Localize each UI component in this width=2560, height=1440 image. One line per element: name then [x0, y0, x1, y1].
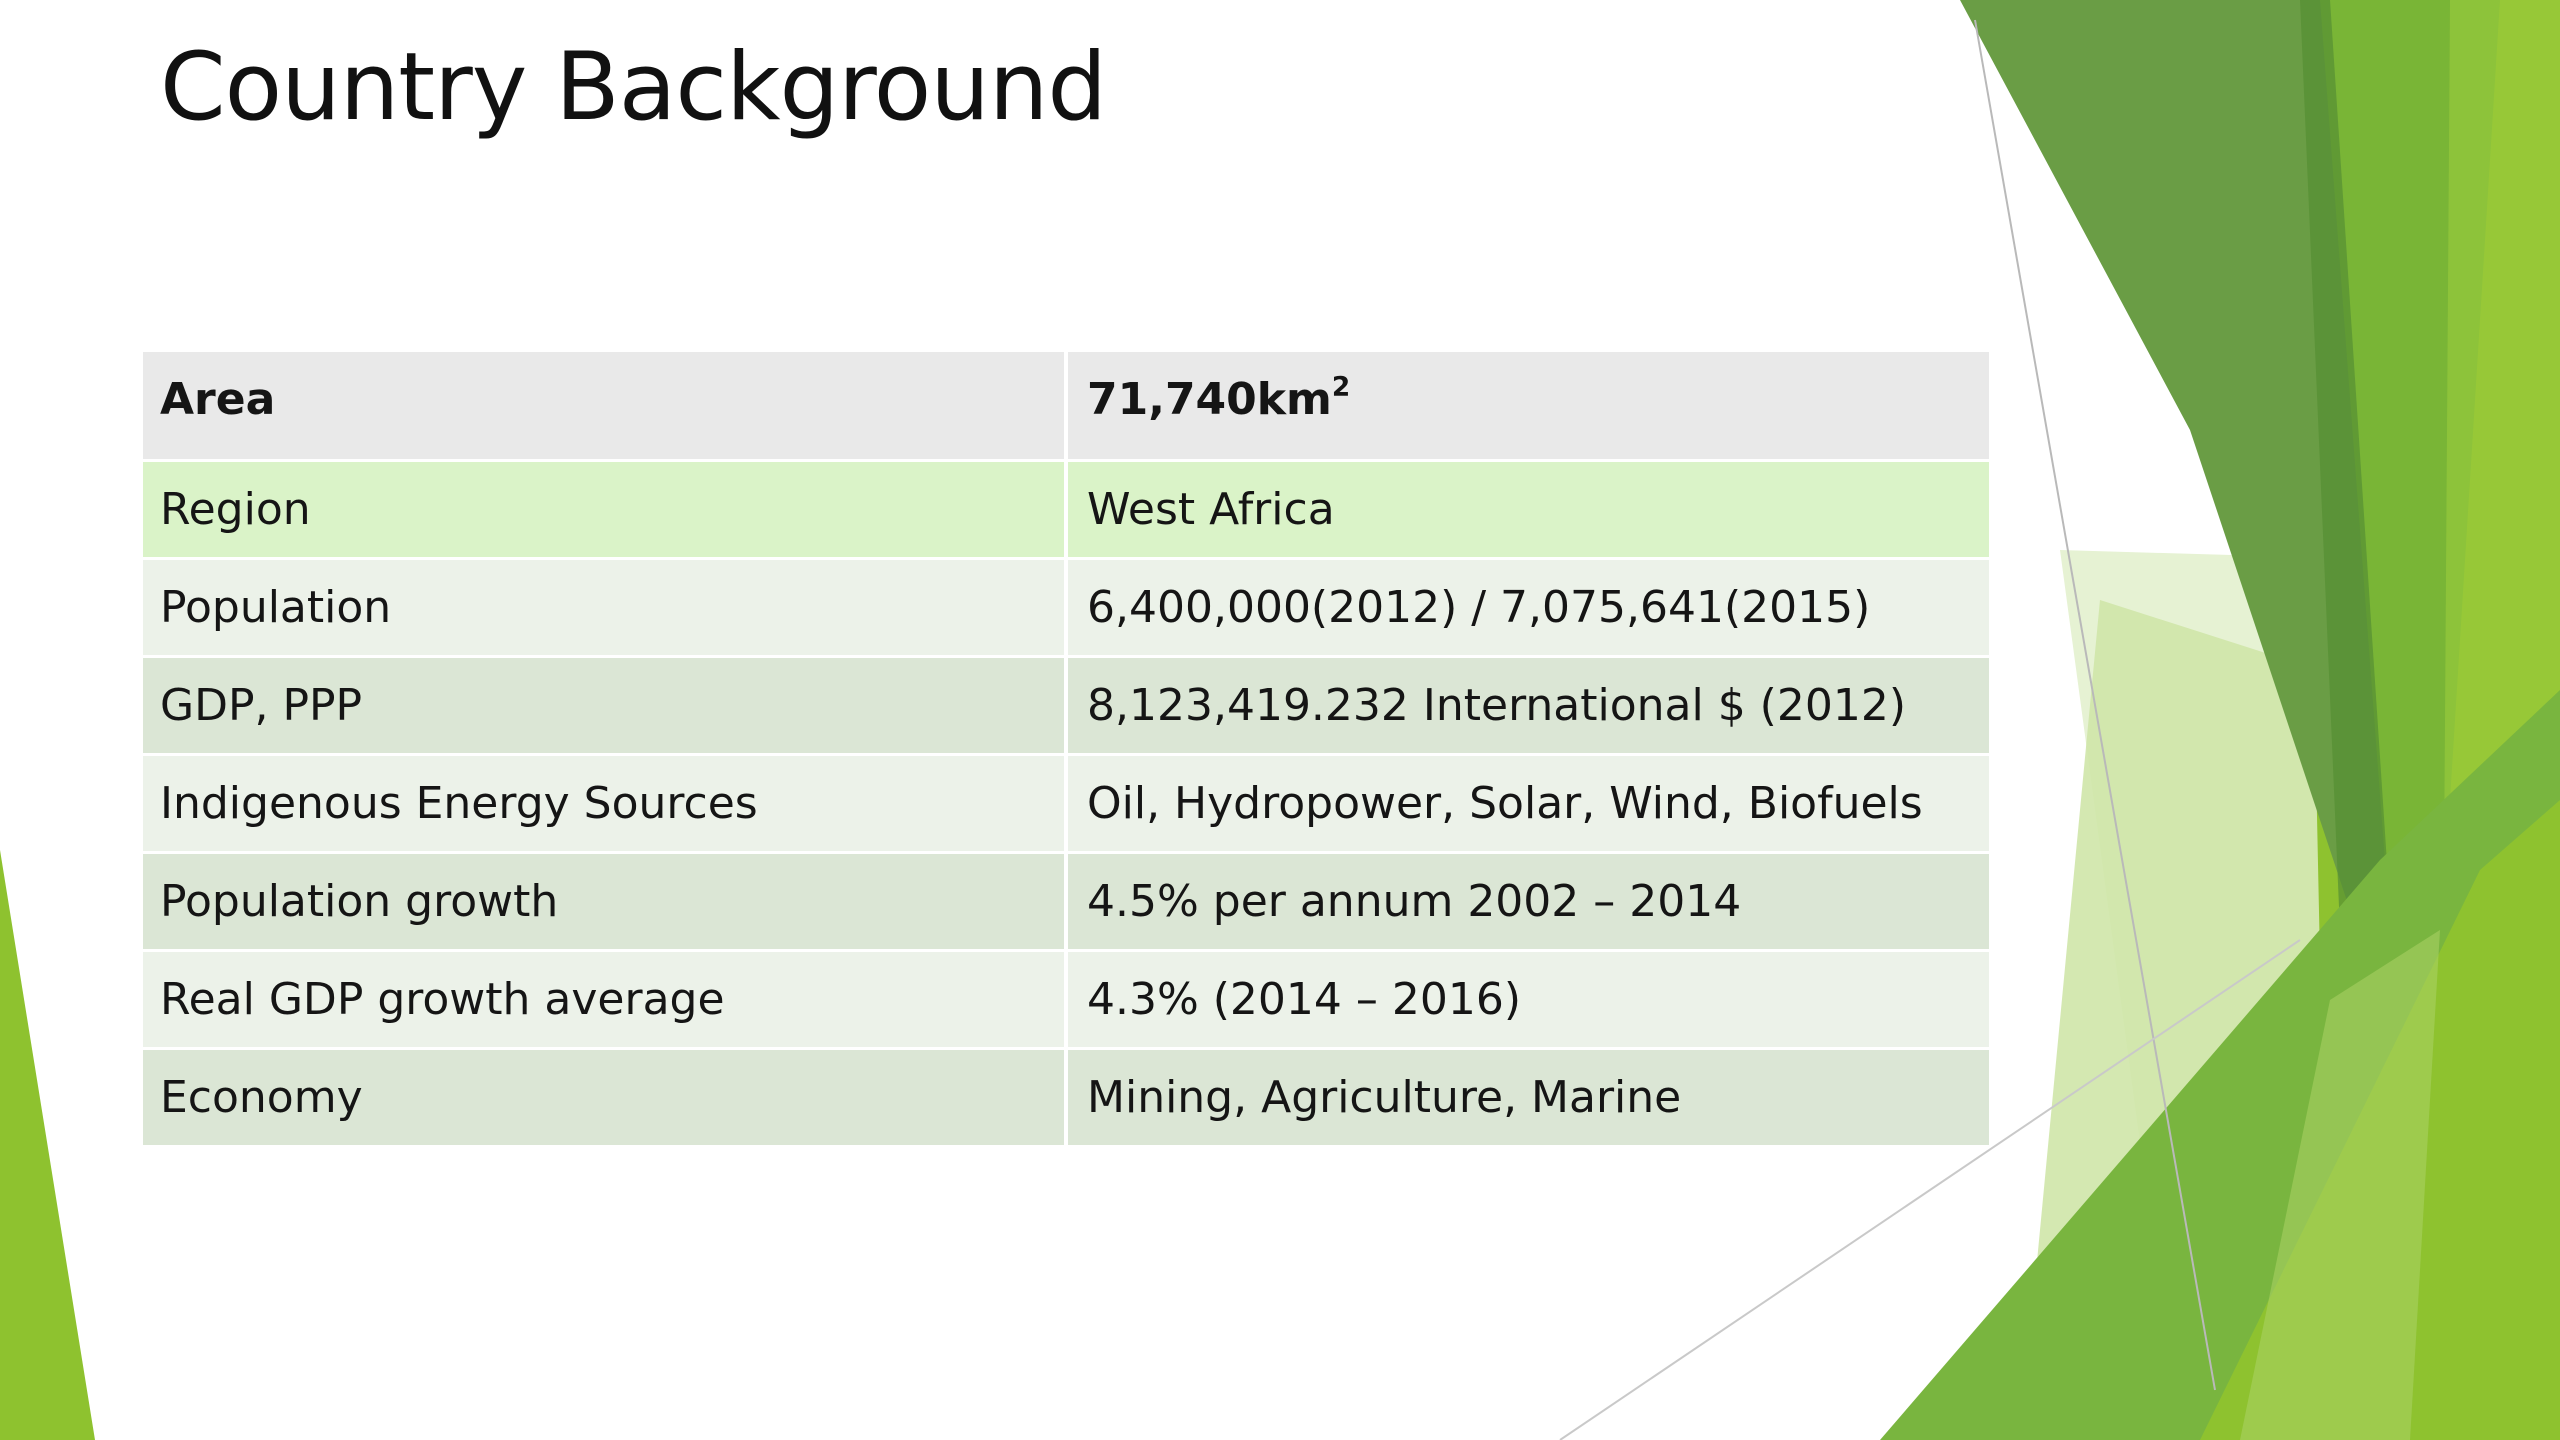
- table-row: GDP, PPP 8,123,419.232 International $ (…: [143, 658, 1989, 756]
- area-value: 71,740km: [1087, 374, 1332, 425]
- table-row: Real GDP growth average 4.3% (2014 – 201…: [143, 952, 1989, 1050]
- row-label: Region: [143, 462, 1068, 560]
- slide-title: Country Background: [160, 33, 1107, 142]
- facet-lower-light: [2240, 930, 2440, 1440]
- table-row: Region West Africa: [143, 462, 1989, 560]
- row-value: 71,740km2: [1068, 352, 1989, 462]
- table-row: Indigenous Energy Sources Oil, Hydropowe…: [143, 756, 1989, 854]
- row-value: 4.5% per annum 2002 – 2014: [1068, 854, 1989, 952]
- table-row: Area 71,740km2: [143, 352, 1989, 462]
- row-label: Indigenous Energy Sources: [143, 756, 1068, 854]
- thin-line-vertical: [1974, 19, 2216, 1391]
- country-background-table: Area 71,740km2 Region West Africa Popula…: [143, 352, 1989, 1148]
- row-label: Population growth: [143, 854, 1068, 952]
- row-value: West Africa: [1068, 462, 1989, 560]
- table-row: Population 6,400,000(2012) / 7,075,641(2…: [143, 560, 1989, 658]
- table-row: Population growth 4.5% per annum 2002 – …: [143, 854, 1989, 952]
- row-value: Oil, Hydropower, Solar, Wind, Biofuels: [1068, 756, 1989, 854]
- row-value: Mining, Agriculture, Marine: [1068, 1050, 1989, 1148]
- facet-darkest: [2300, 0, 2400, 1060]
- row-label: GDP, PPP: [143, 658, 1068, 756]
- thin-line-diagonal: [1559, 939, 2301, 1440]
- row-label: Area: [143, 352, 1068, 462]
- row-value: 6,400,000(2012) / 7,075,641(2015): [1068, 560, 1989, 658]
- area-unit-superscript: 2: [1331, 371, 1351, 403]
- row-label: Population: [143, 560, 1068, 658]
- table-row: Economy Mining, Agriculture, Marine: [143, 1050, 1989, 1148]
- left-green-sliver: [0, 850, 95, 1440]
- row-value: 4.3% (2014 – 2016): [1068, 952, 1989, 1050]
- row-label: Economy: [143, 1050, 1068, 1148]
- facet-dark-green: [1960, 0, 2400, 1060]
- row-label: Real GDP growth average: [143, 952, 1068, 1050]
- row-value: 8,123,419.232 International $ (2012): [1068, 658, 1989, 756]
